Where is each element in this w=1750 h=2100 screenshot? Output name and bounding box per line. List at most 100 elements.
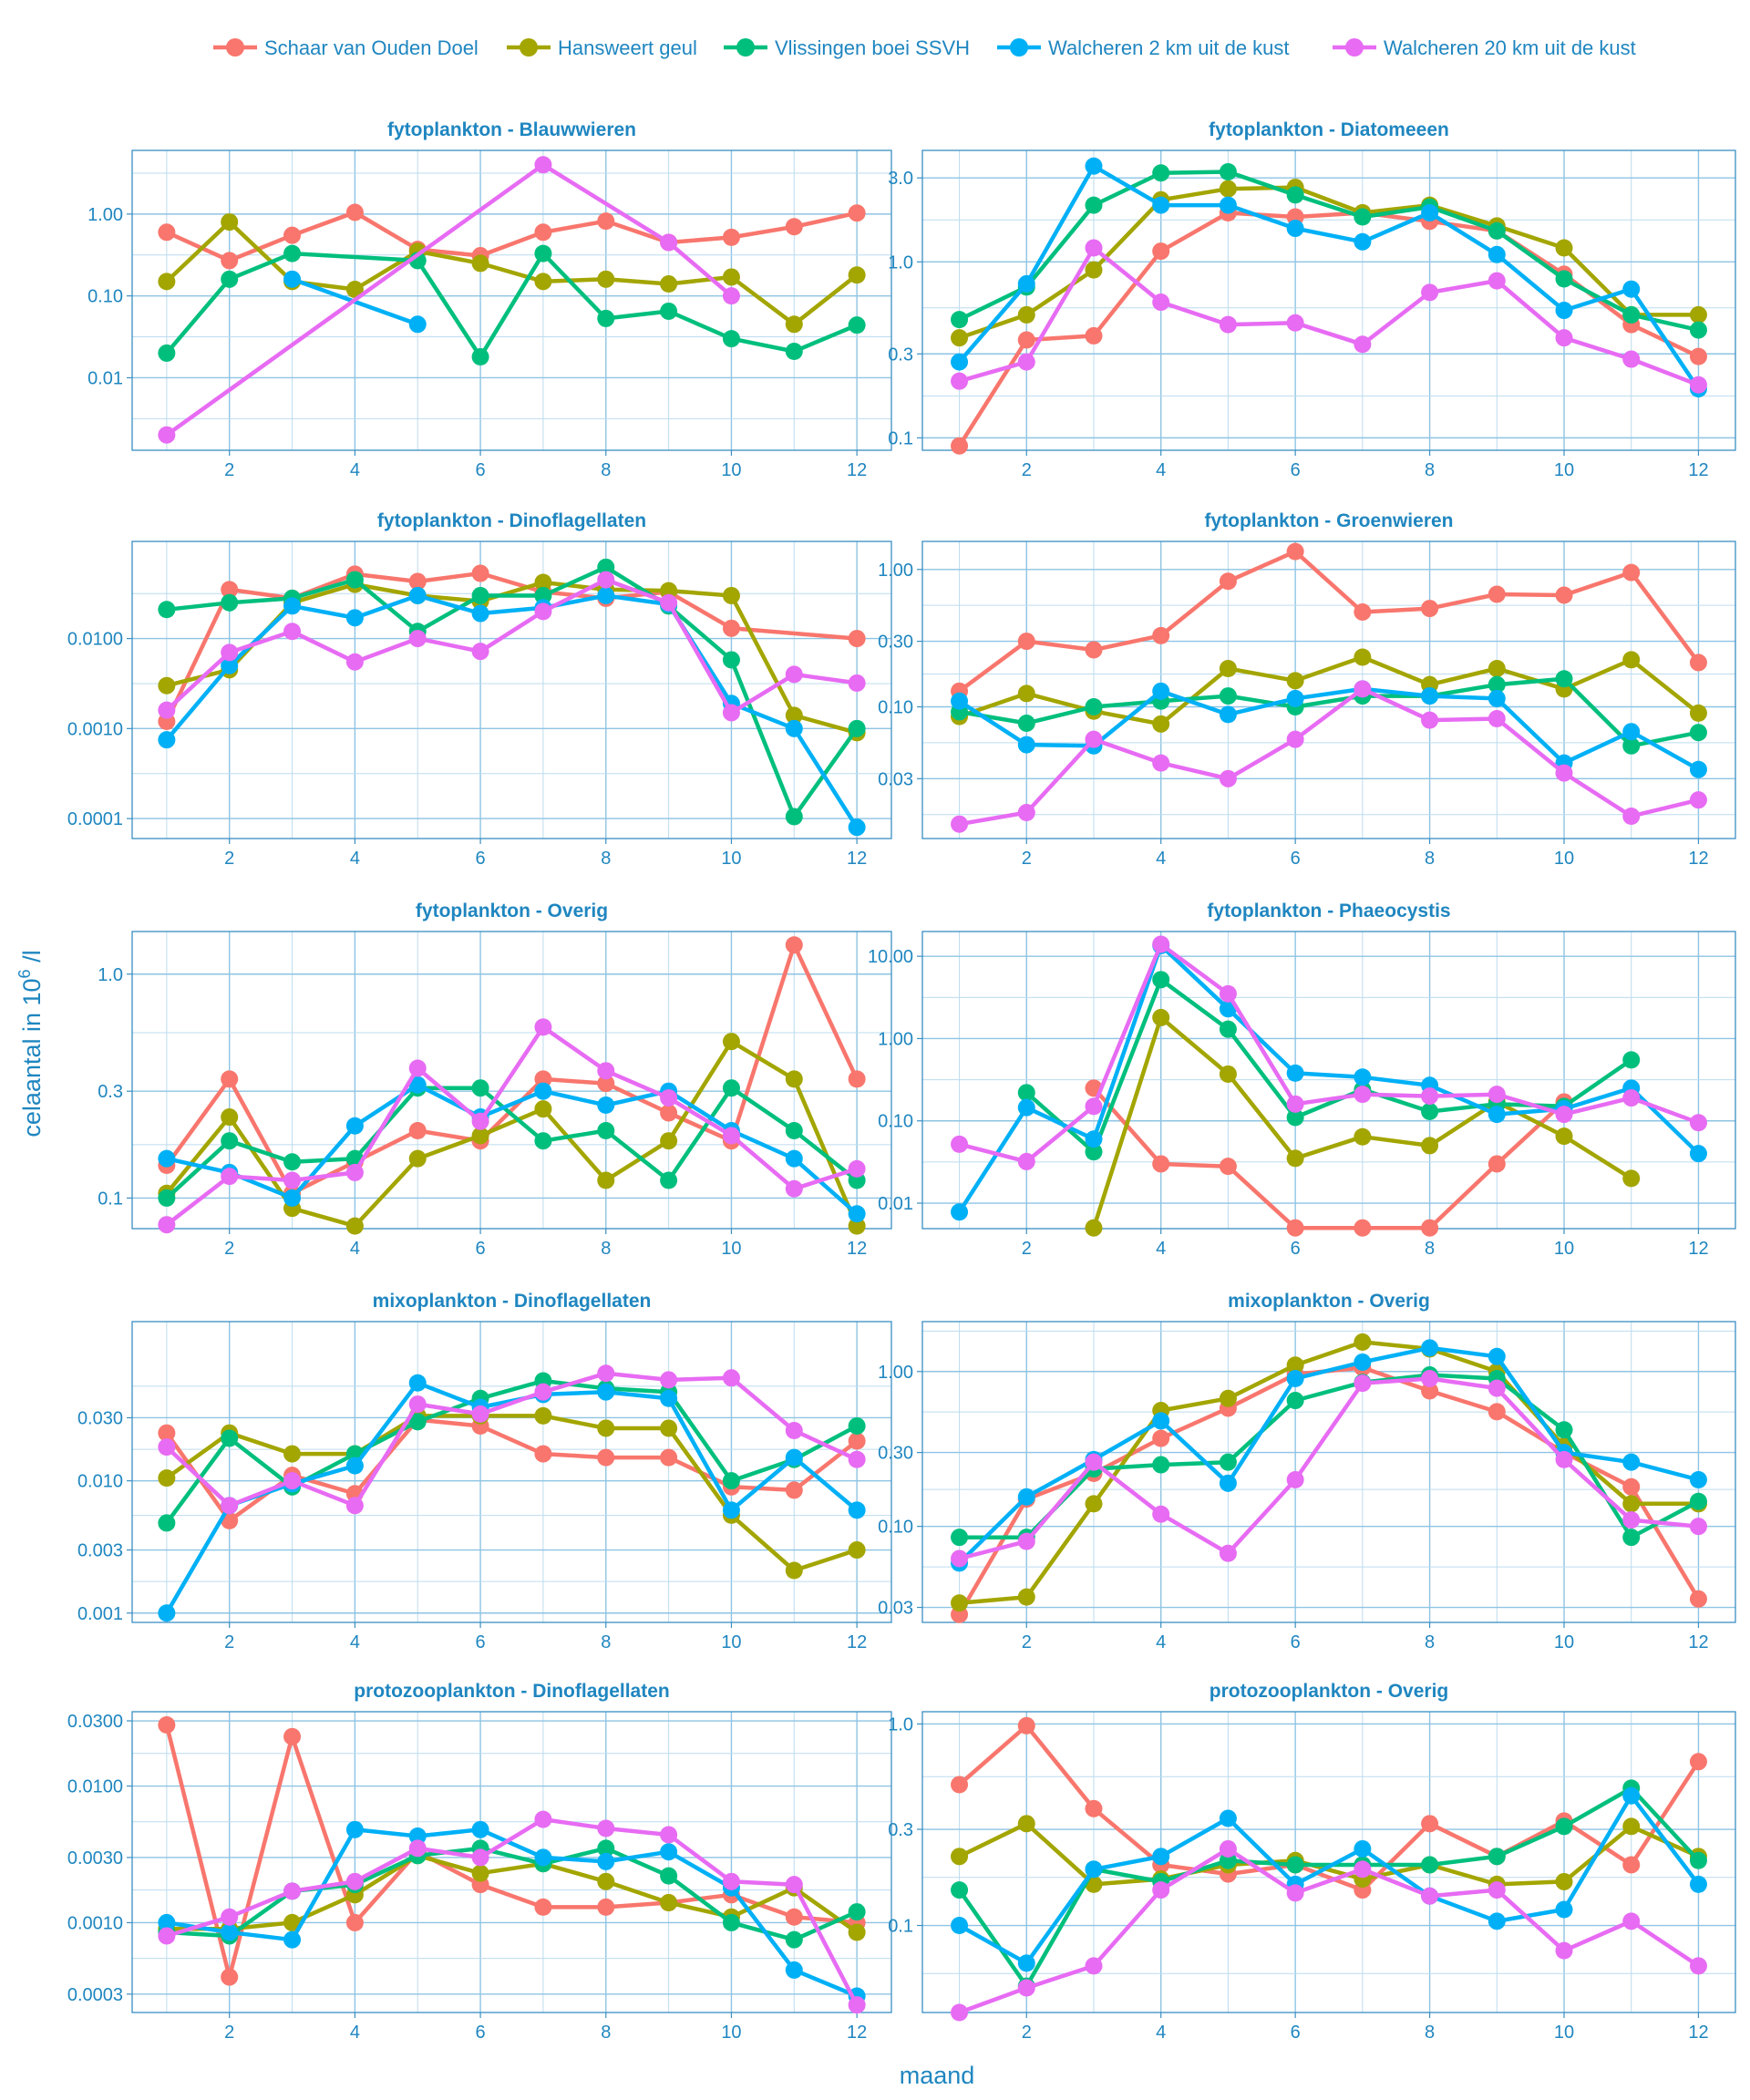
data-point [1219,1839,1237,1858]
data-point [158,1469,176,1488]
x-tick-label: 8 [601,849,611,869]
data-point [1219,984,1237,1003]
data-point [1488,659,1506,677]
series-line [164,1083,860,1217]
data-point [408,572,427,591]
panel-data [158,936,866,1235]
x-tick-label: 2 [224,460,234,480]
data-point [471,348,489,366]
data-point [534,1070,552,1088]
data-point [534,156,552,174]
x-tick-label: 8 [601,1239,611,1259]
data-point [951,437,969,455]
y-tick-label: 0.1 [888,428,913,448]
data-point [283,1882,302,1900]
data-point [1354,1219,1372,1237]
series-line [957,1847,1701,2015]
data-point [408,1374,427,1392]
x-tick-label: 4 [1156,460,1166,480]
data-point [345,203,364,221]
data-point [951,1881,969,1899]
chart-panel: protozooplankton - Overig 0.1 0.3 1.0 2 4 6 8 10… [888,1681,1736,2043]
data-point [345,571,364,589]
data-point [1555,329,1573,347]
y-tick-label: 0.0100 [67,630,123,650]
data-point [1555,1106,1573,1124]
data-point [158,273,176,291]
series-line [164,1371,860,1508]
data-point [1152,293,1170,312]
data-point [1555,270,1573,288]
panel-background [922,541,1735,839]
data-point [597,270,615,288]
x-tick-label: 12 [847,1239,867,1259]
data-series [158,558,866,826]
data-point [1286,1392,1304,1410]
data-point [785,1448,803,1467]
data-point [1354,648,1372,666]
data-point [345,281,364,299]
data-point [1219,705,1237,724]
series-line [164,577,860,715]
panel-title: fytoplankton - Overig [416,901,608,921]
panel-data [951,1716,1707,2022]
x-tick-label: 2 [224,849,234,869]
data-point [1085,1860,1103,1879]
data-point [1152,1429,1170,1447]
data-point [1354,1839,1372,1858]
data-point [221,1497,239,1515]
data-point [848,1432,866,1450]
x-tick-label: 12 [847,849,867,869]
data-point [221,1923,239,1941]
data-point [1017,1716,1035,1735]
data-point [408,1395,427,1414]
data-point [221,656,239,674]
series-line [957,1345,1701,1566]
x-tick-label: 4 [350,460,360,480]
data-point [1622,1912,1641,1930]
data-point [597,1121,615,1139]
data-point [534,1406,552,1425]
chart-panel: fytoplankton - Diatomeeen 0.1 0.3 1.0 3.0 2 4 6… [888,119,1736,480]
data-series [158,156,740,444]
y-tick-label: 0.0100 [67,1777,123,1797]
data-point [1219,1020,1237,1038]
x-tick-label: 10 [721,1239,741,1259]
data-point [1622,305,1641,324]
x-tick-label: 12 [1688,2023,1708,2043]
data-point [158,601,176,619]
series-line [957,185,1701,340]
data-point [1488,1086,1506,1104]
x-tick-label: 6 [476,460,486,480]
data-series [158,571,866,722]
data-point [1689,1114,1707,1132]
chart-panel: fytoplankton - Blauwwieren 0.01 0.10 1.00 2 4… [88,119,892,480]
data-point [1421,283,1439,302]
data-point [597,1383,615,1401]
data-point [722,1127,740,1145]
panel-title: fytoplankton - Dinoflagellaten [377,510,646,531]
x-tick-label: 10 [1554,1632,1574,1652]
legend-marker [736,38,755,57]
data-point [158,731,176,749]
panel-border [131,149,892,451]
data-point [660,1089,678,1107]
data-point [660,233,678,252]
x-tick-label: 4 [350,1632,360,1652]
x-tick-label: 10 [721,460,741,480]
y-tick-label: 0.30 [878,1444,913,1464]
data-point [1488,221,1506,240]
data-point [345,1217,364,1235]
data-point [1017,1152,1035,1170]
series-line [164,1827,860,1999]
data-point [471,586,489,604]
data-point [722,1472,740,1490]
data-point [848,1416,866,1435]
x-tick-label: 10 [721,1632,741,1652]
data-point [1555,1127,1573,1146]
data-point [785,665,803,684]
data-point [785,1561,803,1580]
legend-label: Schaar van Ouden Doel [264,36,479,59]
data-point [1622,1856,1641,1874]
data-point [722,1033,740,1051]
